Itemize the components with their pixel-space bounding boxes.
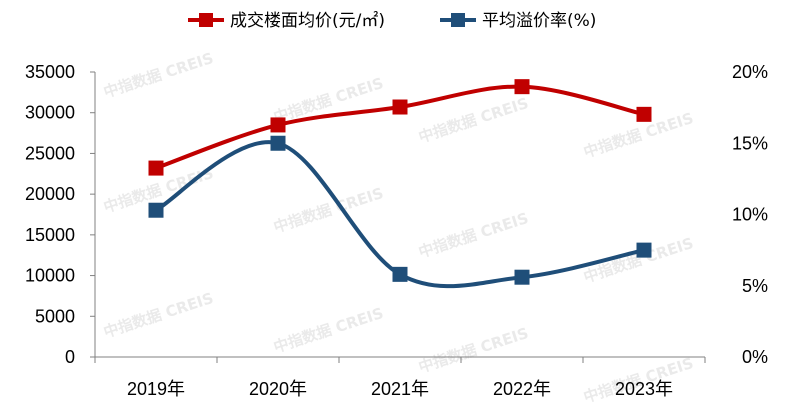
- price-series-marker: [392, 99, 408, 115]
- price-series-group: [148, 79, 652, 176]
- watermark-text: 中指数据 CREIS: [416, 209, 530, 261]
- right-tick-label: 20%: [732, 62, 768, 82]
- left-axis-tick-labels: 0 5000 10000 15000 20000 25000 30000 35000: [25, 62, 95, 367]
- left-tick-label: 5000: [35, 306, 75, 326]
- watermark-text: 中指数据 CREIS: [416, 324, 530, 376]
- left-tick-label: 35000: [25, 62, 75, 82]
- premium-series-group: [148, 135, 652, 289]
- left-tick-label: 20000: [25, 184, 75, 204]
- legend-marker-swatch: [199, 13, 213, 27]
- x-tick-label: 2022年: [493, 379, 551, 399]
- watermark-text: 中指数据 CREIS: [271, 304, 385, 356]
- watermark-text: 中指数据 CREIS: [101, 289, 215, 341]
- price-series-marker: [270, 117, 286, 133]
- left-tick-label: 0: [65, 347, 75, 367]
- left-tick-label: 25000: [25, 143, 75, 163]
- price-series-marker: [148, 160, 164, 176]
- x-tick-label: 2023年: [615, 379, 673, 399]
- x-tick-label: 2020年: [249, 379, 307, 399]
- premium-series-marker: [392, 266, 408, 282]
- x-tick-label: 2019年: [127, 379, 185, 399]
- left-tick-label: 15000: [25, 225, 75, 245]
- price-series-marker: [636, 106, 652, 122]
- right-tick-label: 15%: [732, 133, 768, 153]
- right-tick-label: 0%: [742, 347, 768, 367]
- watermark-text: 中指数据 CREIS: [271, 74, 385, 126]
- x-tick-label: 2021年: [371, 379, 429, 399]
- premium-series-marker: [514, 269, 530, 285]
- left-tick-label: 30000: [25, 103, 75, 123]
- axes-layer: [94, 72, 705, 358]
- right-tick-label: 5%: [742, 276, 768, 296]
- x-axis-tick-labels: 2019年 2020年 2021年 2022年 2023年: [94, 357, 706, 399]
- legend-label: 成交楼面均价(元/㎡): [230, 11, 385, 31]
- premium-series-line: [154, 140, 646, 289]
- premium-series-marker: [270, 135, 286, 151]
- legend-item-premium: 平均溢价率(%): [440, 11, 596, 31]
- series-layer: [148, 79, 652, 289]
- right-axis-tick-labels: 0% 5% 10% 15% 20%: [732, 62, 768, 367]
- premium-series-marker: [148, 202, 164, 218]
- legend: 成交楼面均价(元/㎡) 平均溢价率(%): [188, 11, 596, 31]
- legend-marker-swatch: [451, 13, 465, 27]
- watermark-text: 中指数据 CREIS: [101, 49, 215, 101]
- price-series-marker: [514, 79, 530, 95]
- right-tick-label: 10%: [732, 205, 768, 225]
- legend-item-price: 成交楼面均价(元/㎡): [188, 11, 385, 31]
- left-tick-label: 10000: [25, 266, 75, 286]
- premium-series-marker: [636, 242, 652, 258]
- legend-label: 平均溢价率(%): [482, 11, 596, 31]
